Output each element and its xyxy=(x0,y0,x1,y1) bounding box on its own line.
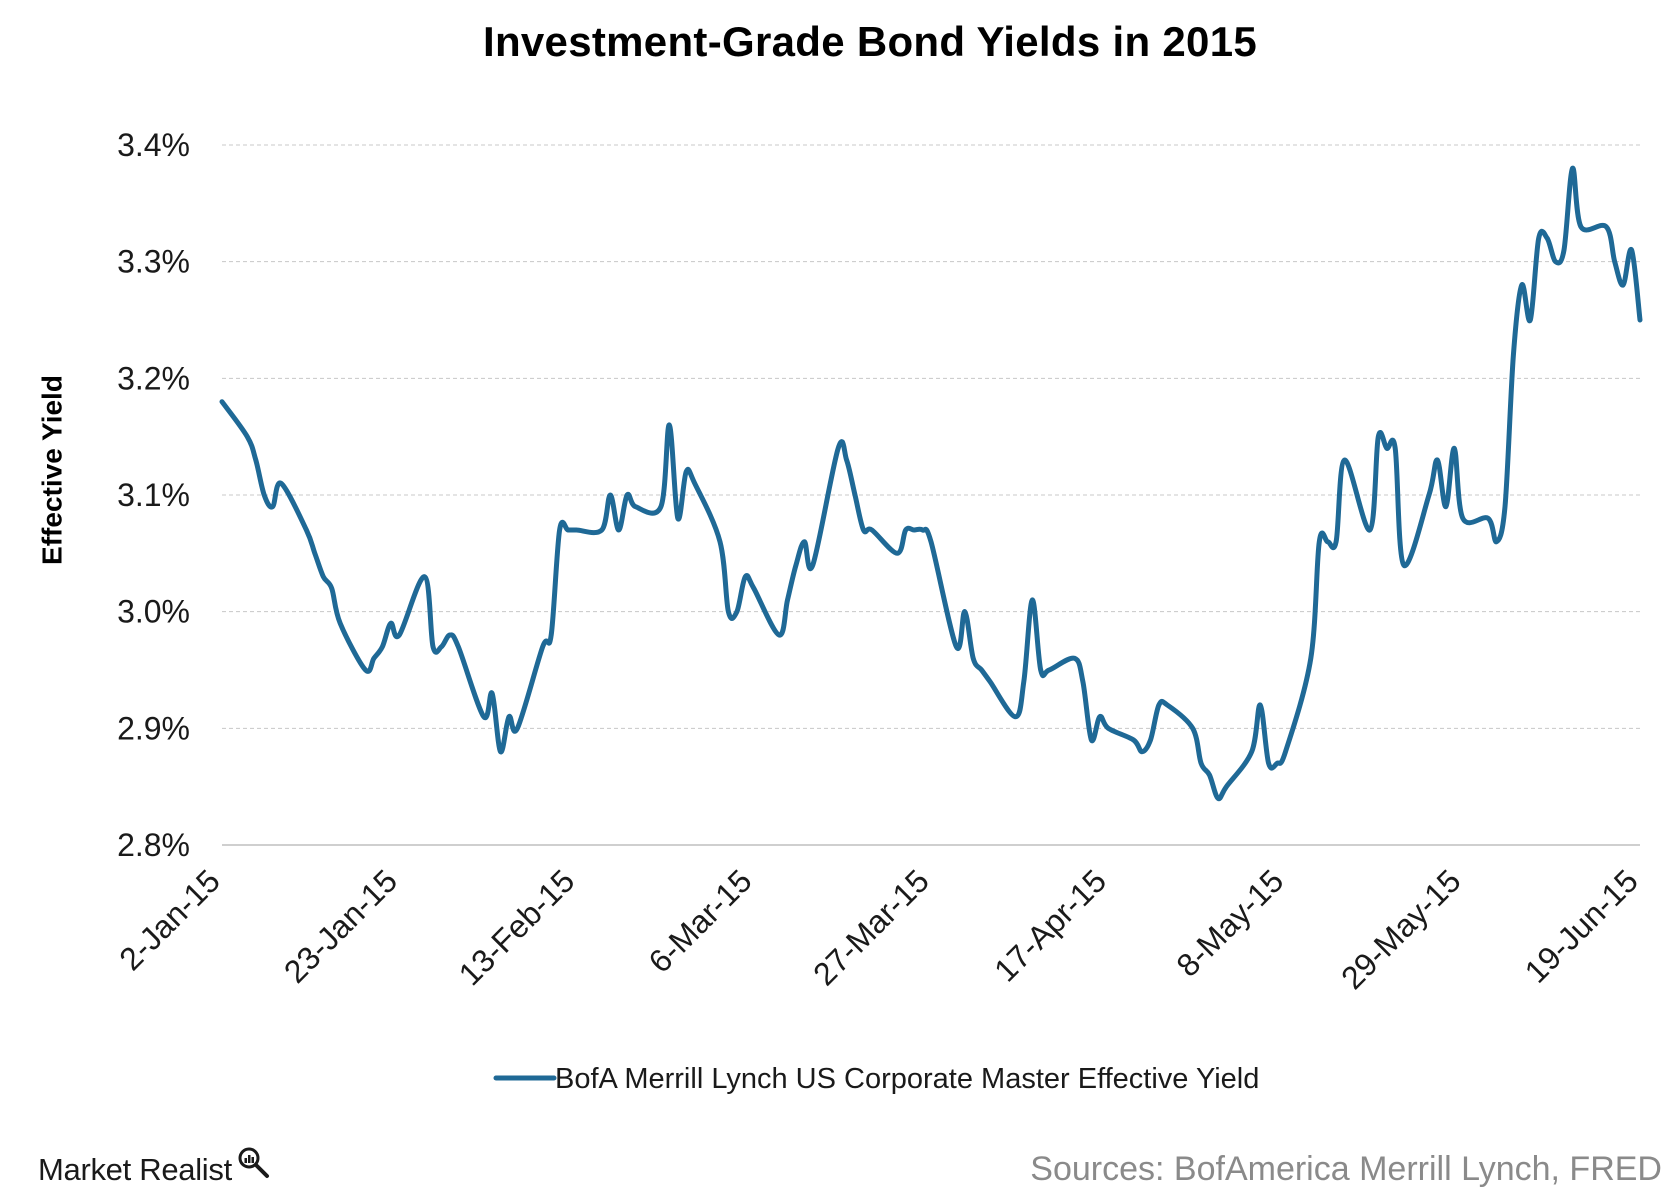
chart-title: Investment-Grade Bond Yields in 2015 xyxy=(482,18,1258,65)
brand-name: Market Realist xyxy=(38,1152,232,1187)
x-tick-label: 29-May-15 xyxy=(1334,862,1468,996)
y-tick-label: 3.2% xyxy=(117,360,190,396)
y-tick-label: 3.4% xyxy=(117,127,190,163)
x-tick-label: 2-Jan-15 xyxy=(112,862,227,977)
x-tick-label: 17-Apr-15 xyxy=(987,862,1113,988)
y-tick-label: 3.0% xyxy=(117,594,190,630)
x-tick-label: 6-Mar-15 xyxy=(641,862,758,979)
market-realist-logo: Market Realist xyxy=(38,1147,270,1192)
x-tick-label: 13-Feb-15 xyxy=(452,862,582,992)
y-tick-label: 2.9% xyxy=(117,710,190,746)
y-tick-label: 2.8% xyxy=(117,827,190,863)
y-tick-label: 3.3% xyxy=(117,244,190,280)
x-tick-label: 8-May-15 xyxy=(1169,862,1290,983)
y-axis-label: Effective Yield xyxy=(37,375,68,565)
legend: BofA Merrill Lynch US Corporate Master E… xyxy=(493,1063,1259,1095)
x-tick-label: 23-Jan-15 xyxy=(277,862,404,989)
y-tick-label: 3.1% xyxy=(117,477,190,513)
y-axis-ticks: 2.8% 2.9% 3.0% 3.1% 3.2% 3.3% 3.4% xyxy=(117,127,190,863)
series-layer xyxy=(219,165,1643,802)
x-axis-ticks: 2-Jan-15 23-Jan-15 13-Feb-15 6-Mar-15 27-Mar… xyxy=(112,862,1645,996)
magnifier-icon xyxy=(238,1147,269,1178)
source-note: Sources: BofAmerica Merrill Lynch, FRED xyxy=(1030,1150,1662,1188)
legend-label: BofA Merrill Lynch US Corporate Master E… xyxy=(555,1063,1259,1095)
series-line xyxy=(219,165,1643,802)
gridlines xyxy=(222,144,1640,846)
x-tick-label: 27-Mar-15 xyxy=(806,862,936,992)
x-tick-label: 19-Jun-15 xyxy=(1518,862,1645,989)
